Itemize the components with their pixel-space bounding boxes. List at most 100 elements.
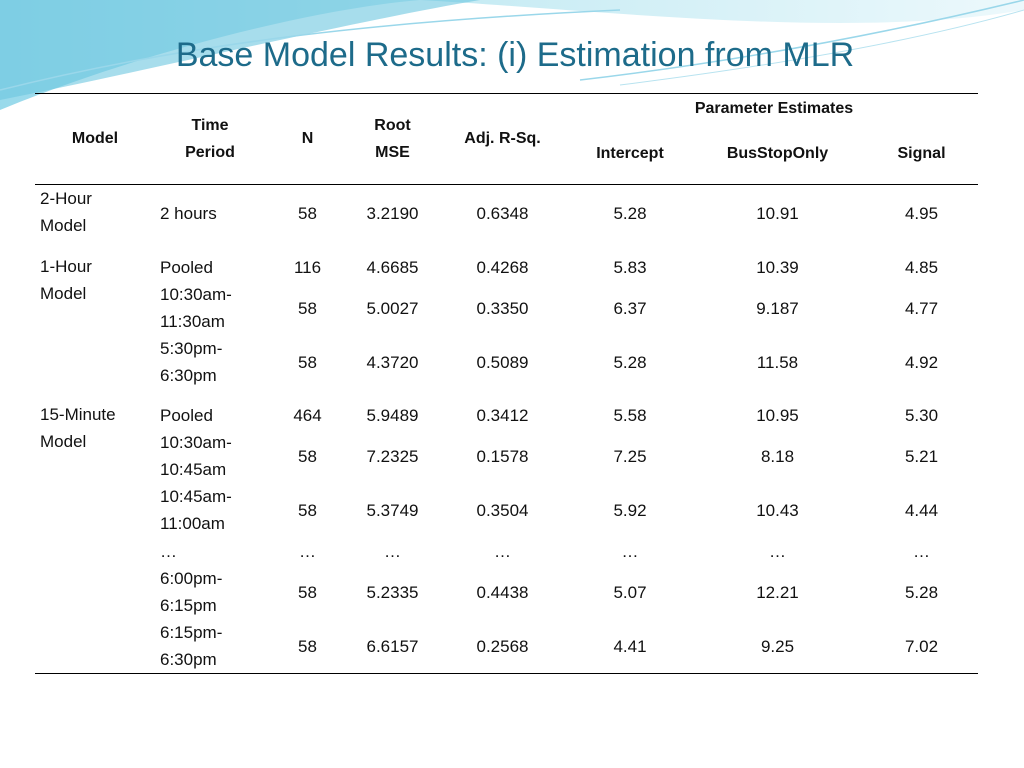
value-cell: 464 <box>293 405 322 425</box>
value-cell: 5.28 <box>904 582 939 602</box>
time-cell: 6:00pm-6:15pm <box>160 569 223 615</box>
value-cell: 4.77 <box>904 298 939 318</box>
value-cell: 58 <box>298 298 317 318</box>
value-cell: 58 <box>298 500 317 520</box>
value-cell: 5.30 <box>904 405 939 425</box>
value-cell: 4.95 <box>904 203 939 223</box>
value-cell: … <box>299 541 316 561</box>
value-cell: 12.21 <box>756 582 799 602</box>
header-cell: Signal <box>897 145 946 162</box>
value-cell: 0.1578 <box>476 446 529 466</box>
time-cell: 10:45am-11:00am <box>160 487 232 533</box>
value-cell: 58 <box>298 446 317 466</box>
time-cell: 2 hours <box>160 203 217 223</box>
value-cell: 10.43 <box>756 500 799 520</box>
header-cell: BusStopOnly <box>726 145 829 162</box>
value-cell: 4.3720 <box>366 352 419 372</box>
time-cell: Pooled <box>160 257 213 277</box>
header-text: Root MSE <box>374 117 411 161</box>
row-group: 1-Hour Model Pooled 116 4.6685 0.4268 5.83 10.… <box>35 253 978 401</box>
table-row: 6:00pm-6:15pm 58 5.2335 0.4438 5.07 12.21 5.28 <box>35 565 978 619</box>
value-cell: 11.58 <box>756 352 799 372</box>
table-row: 15-Minute Model Pooled 464 5.9489 0.3412 5.58… <box>35 401 978 451</box>
value-cell: 0.3412 <box>476 405 529 425</box>
table-row: 1-Hour Model Pooled 116 4.6685 0.4268 5.83 10.… <box>35 253 978 303</box>
model-cell: 2-Hour Model <box>40 189 92 235</box>
table-row: 6:15pm-6:30pm 58 6.6157 0.2568 4.41 9.25 7.02 <box>35 619 978 674</box>
value-cell: 10.39 <box>756 257 799 277</box>
value-cell: 0.2568 <box>476 636 529 656</box>
value-cell: 8.18 <box>760 446 795 466</box>
value-cell: 5.07 <box>613 582 647 602</box>
value-cell: … <box>913 541 930 561</box>
value-cell: 5.83 <box>613 257 647 277</box>
value-cell: 5.28 <box>613 203 647 223</box>
value-cell: 4.44 <box>904 500 939 520</box>
header-group: Parameter Estimates <box>694 100 854 117</box>
value-cell: 4.6685 <box>366 257 419 277</box>
row-group: 15-Minute Model Pooled 464 5.9489 0.3412 5.58… <box>35 401 979 674</box>
time-cell: … <box>160 541 177 561</box>
value-cell: … <box>621 541 639 561</box>
value-cell: 3.2190 <box>366 203 419 223</box>
value-cell: 10.91 <box>756 203 799 223</box>
time-cell: 5:30pm-6:30pm <box>160 339 223 385</box>
value-cell: 58 <box>298 582 317 602</box>
value-cell: 4.92 <box>904 352 939 372</box>
value-cell: 5.2335 <box>366 582 419 602</box>
spacer-row <box>35 241 978 253</box>
header-cell: Model <box>71 130 119 147</box>
value-cell: 5.92 <box>613 500 647 520</box>
value-cell: 5.0027 <box>366 298 419 318</box>
value-cell: … <box>769 541 786 561</box>
model-cell: 1-Hour Model <box>40 257 92 303</box>
value-cell: 58 <box>298 352 317 372</box>
spacer-cell <box>35 241 978 253</box>
value-cell: … <box>384 541 401 561</box>
value-cell: 0.3504 <box>476 500 529 520</box>
header-text: Time Period <box>185 117 235 161</box>
value-cell: 5.9489 <box>366 405 419 425</box>
value-cell: 9.25 <box>760 636 795 656</box>
slide-title: Base Model Results: (i) Estimation from … <box>175 36 855 74</box>
value-cell: 9.187 <box>756 298 799 318</box>
value-cell: 4.41 <box>613 636 647 656</box>
value-cell: 5.21 <box>904 446 939 466</box>
value-cell: 5.28 <box>613 352 647 372</box>
time-cell: 10:30am-10:45am <box>160 433 232 479</box>
header-cell: Intercept <box>596 145 664 162</box>
value-cell: 6.6157 <box>366 636 419 656</box>
value-cell: 0.3350 <box>476 298 529 318</box>
value-cell: 0.4268 <box>476 257 529 277</box>
value-cell: 4.85 <box>904 257 939 277</box>
header-cell: Root MSE <box>350 94 435 185</box>
value-cell: 0.4438 <box>476 582 529 602</box>
value-cell: 0.5089 <box>476 352 529 372</box>
value-cell: 10.95 <box>756 405 799 425</box>
time-cell: 10:30am-11:30am <box>160 285 232 331</box>
value-cell: 7.2325 <box>366 446 419 466</box>
time-cell: Pooled <box>160 405 213 425</box>
table-row: 2-Hour Model 2 hours 58 3.2190 0.6348 5.28 10.… <box>35 185 978 242</box>
spacer-cell <box>35 389 978 401</box>
table-row: 10:45am-11:00am 58 5.3749 0.3504 5.92 10.43 4.… <box>35 483 978 537</box>
table-row: 10:30am-11:30am 58 5.0027 0.3350 6.37 9.187 4.… <box>35 281 978 335</box>
value-cell: 6.37 <box>613 298 647 318</box>
table-row: 10:30am-10:45am 58 7.2325 0.1578 7.25 8.18 5.2… <box>35 429 978 483</box>
value-cell: 5.58 <box>613 405 647 425</box>
header-cell: N <box>301 130 314 147</box>
table-row: … … … … … … … <box>35 537 978 565</box>
header-cell: Time Period <box>155 94 265 185</box>
value-cell: 5.3749 <box>366 500 419 520</box>
spacer-row <box>35 389 978 401</box>
results-table: Model Time Period N Root MSE Adj. R-Sq. … <box>35 93 979 674</box>
value-cell: 7.25 <box>613 446 647 466</box>
value-cell: 7.02 <box>904 636 939 656</box>
value-cell: 58 <box>298 203 317 223</box>
background-wave <box>0 0 1024 110</box>
row-group: 2-Hour Model 2 hours 58 3.2190 0.6348 5.28 10.… <box>35 185 978 254</box>
time-cell: 6:15pm-6:30pm <box>160 623 223 669</box>
value-cell: 58 <box>298 636 317 656</box>
value-cell: … <box>494 541 511 561</box>
